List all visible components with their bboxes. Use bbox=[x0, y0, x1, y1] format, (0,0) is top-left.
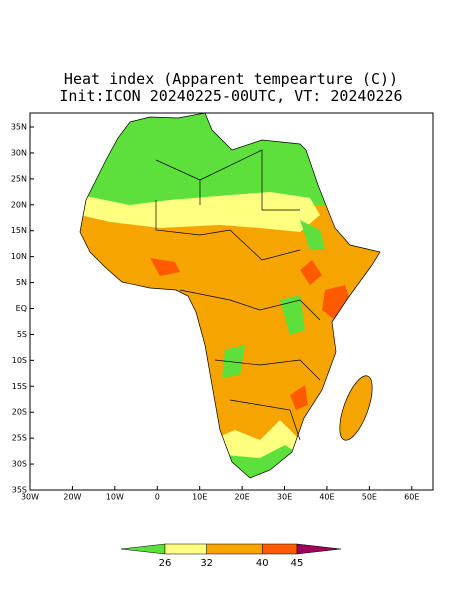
lon-tick-label: 50E bbox=[362, 493, 377, 502]
madagascar bbox=[339, 375, 373, 441]
lat-tick-label: 15N bbox=[11, 226, 27, 235]
lon-tick-label: 0 bbox=[155, 493, 160, 502]
lon-tick-label: 30W bbox=[21, 493, 39, 502]
lat-tick-label: 20N bbox=[11, 200, 27, 209]
lon-tick-label: 10W bbox=[106, 493, 124, 502]
lat-tick-label: 25S bbox=[12, 434, 27, 443]
lat-tick-label: 10N bbox=[11, 252, 27, 261]
lon-tick-label: 60E bbox=[404, 493, 419, 502]
map-subtitle: Init:ICON 20240225-00UTC, VT: 20240226 bbox=[59, 87, 402, 105]
colorbar-high bbox=[296, 543, 342, 555]
colorbar-label: 40 bbox=[256, 558, 269, 569]
colorbar-low bbox=[120, 543, 166, 555]
colorbar-bin bbox=[164, 543, 207, 555]
lat-tick-label: 5S bbox=[17, 330, 27, 339]
lat-tick-label: 5N bbox=[16, 278, 27, 287]
lat-tick-label: 15S bbox=[12, 382, 27, 391]
lon-tick-label: 40E bbox=[319, 493, 334, 502]
lat-tick-label: 35N bbox=[11, 123, 27, 132]
lon-tick-label: 10E bbox=[192, 493, 207, 502]
map-title: Heat index (Apparent tempearture (C)) bbox=[64, 70, 398, 88]
lat-tick-label: 30S bbox=[12, 460, 27, 469]
lat-tick-label: 35S bbox=[12, 486, 27, 495]
colorbar-label: 26 bbox=[159, 558, 172, 569]
coastlines bbox=[79, 112, 381, 479]
lon-tick-label: 20W bbox=[63, 493, 81, 502]
lat-tick-label: 20S bbox=[12, 408, 27, 417]
colorbar-label: 32 bbox=[200, 558, 213, 569]
heat-field bbox=[80, 113, 380, 478]
lon-tick-label: 30E bbox=[277, 493, 292, 502]
lat-tick-label: 25N bbox=[11, 174, 27, 183]
lon-tick-label: 20E bbox=[234, 493, 249, 502]
colorbar-bin bbox=[262, 543, 298, 555]
colorbar-bin bbox=[206, 543, 263, 555]
colorbar-label: 45 bbox=[291, 558, 304, 569]
lat-tick-label: EQ bbox=[16, 304, 27, 313]
map-frame bbox=[29, 112, 434, 491]
lat-tick-label: 30N bbox=[11, 148, 27, 157]
lat-tick-label: 10S bbox=[12, 356, 27, 365]
